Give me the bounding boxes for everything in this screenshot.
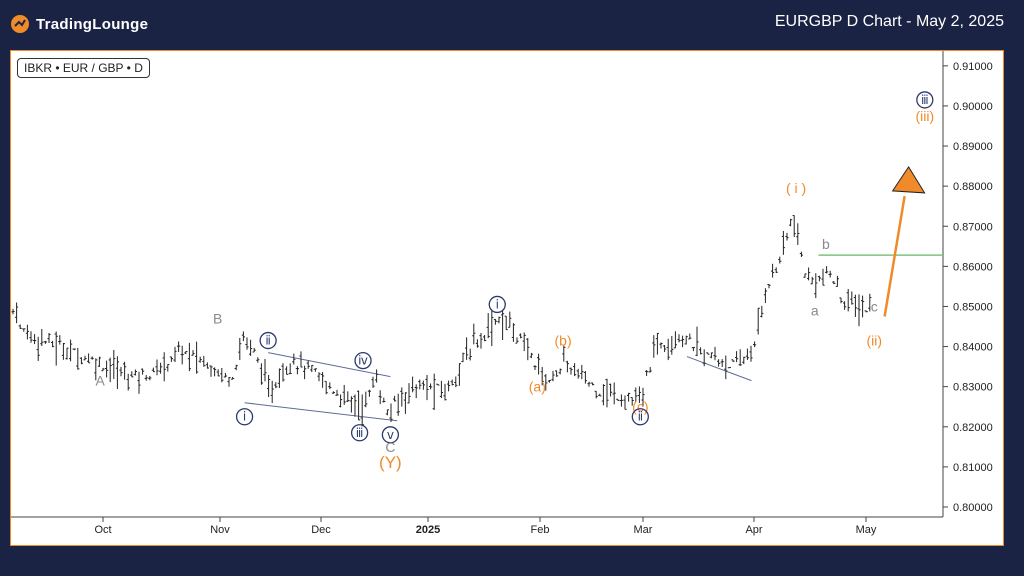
wave-label-circle — [259, 331, 277, 350]
time-tick-label: 2025 — [416, 524, 440, 536]
wave-label: ⅱ — [265, 334, 271, 348]
wave-label-circle — [235, 408, 254, 426]
wave-label: (iii) — [915, 108, 934, 124]
wave-label: a — [811, 302, 819, 318]
price-tick-label: 0.81000 — [953, 462, 993, 474]
projection-arrow-shaft — [883, 195, 906, 317]
wave-label-circle — [350, 424, 369, 442]
logo-text: TradingLounge — [36, 15, 149, 33]
wedge-upper-line — [268, 352, 391, 378]
wave-label: (Y) — [379, 453, 402, 472]
price-tick-label: 0.85000 — [953, 301, 993, 313]
price-chart: 0.91000 0.90000 0.89000 0.88000 0.87000 0.860… — [11, 51, 993, 536]
wave-label-circle — [488, 295, 506, 314]
time-tick-label: Apr — [745, 524, 762, 536]
wave-label: ⅴ — [387, 428, 394, 442]
wave-label-circle — [916, 91, 934, 109]
time-tick-label: Oct — [94, 524, 111, 536]
time-tick-label: Mar — [634, 524, 653, 536]
wave-label-circle — [631, 408, 649, 426]
time-axis: Oct Nov Dec 2025 Feb Mar Apr May — [94, 517, 877, 536]
wave-label: C — [385, 439, 395, 455]
wave-label: (a) — [529, 379, 546, 395]
chart-frame: 0.91000 0.90000 0.89000 0.88000 0.87000 0.860… — [10, 50, 1004, 546]
time-tick-label: Nov — [210, 524, 230, 536]
wave-label: ⅲ — [921, 93, 929, 107]
price-tick-label: 0.84000 — [953, 342, 993, 354]
symbol-badge[interactable]: IBKR • EUR / GBP • D — [17, 58, 150, 78]
header: TradingLounge EURGBP D Chart - May 2, 20… — [0, 0, 1024, 48]
logo-icon — [11, 15, 29, 33]
price-tick-label: 0.91000 — [953, 61, 993, 73]
logo: TradingLounge — [10, 13, 148, 35]
time-tick-label: May — [856, 524, 877, 536]
wave-label: (c) — [632, 399, 648, 415]
wave-label: ⅱ — [638, 410, 644, 424]
chart-title: EURGBP D Chart - May 2, 2025 — [774, 13, 1004, 30]
wave-label-circle — [381, 426, 400, 444]
channel-line — [686, 356, 752, 382]
price-tick-label: 0.80000 — [953, 502, 993, 514]
wave-label: ⅲ — [356, 426, 364, 440]
wave-label: (ii) — [866, 333, 882, 349]
price-tick-label: 0.82000 — [953, 422, 993, 434]
price-bars — [11, 215, 872, 427]
wave-label: ⅳ — [358, 354, 368, 368]
projection-arrow-head — [891, 165, 926, 194]
wave-label: A — [96, 373, 106, 389]
wave-label: B — [213, 310, 222, 326]
wave-label: ( i ) — [786, 180, 806, 196]
price-tick-label: 0.88000 — [953, 181, 993, 193]
price-tick-label: 0.89000 — [953, 141, 993, 153]
wave-label: ⅰ — [243, 410, 246, 424]
price-tick-label: 0.83000 — [953, 382, 993, 394]
wave-label: (b) — [555, 333, 572, 349]
time-tick-label: Feb — [531, 524, 550, 536]
wedge-lower-line — [244, 402, 398, 422]
wave-label: c — [871, 298, 878, 314]
price-tick-label: 0.90000 — [953, 101, 993, 113]
wave-label-circle — [354, 351, 372, 370]
price-tick-label: 0.87000 — [953, 221, 993, 233]
wave-label: ⅰ — [496, 297, 499, 311]
price-axis: 0.91000 0.90000 0.89000 0.88000 0.87000 0.860… — [943, 61, 993, 514]
price-tick-label: 0.86000 — [953, 261, 993, 273]
time-tick-label: Dec — [311, 524, 331, 536]
wave-label: b — [822, 236, 830, 252]
overlays — [244, 165, 943, 422]
